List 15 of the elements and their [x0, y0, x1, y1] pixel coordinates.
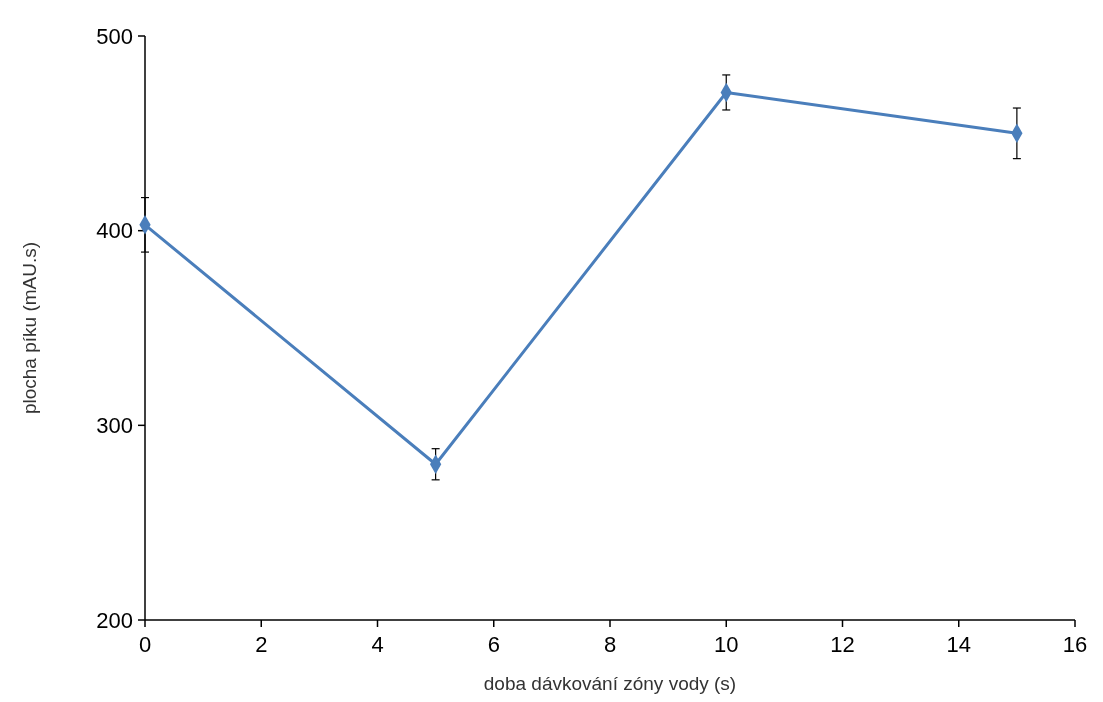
y-tick-label: 400 — [96, 218, 133, 244]
x-tick-label: 10 — [714, 632, 739, 657]
x-tick-label: 0 — [138, 632, 152, 657]
x-tick-label: 8 — [603, 632, 617, 657]
x-tick-label: 16 — [1062, 632, 1088, 657]
y-tick-label: 200 — [96, 607, 133, 633]
x-tick-label: 14 — [946, 632, 971, 657]
x-tick-label: 2 — [255, 632, 268, 657]
y-tick-label: 300 — [96, 413, 133, 439]
x-axis-title: doba dávkování zóny vody (s) — [483, 673, 737, 694]
y-axis-title: plocha píku (mAU.s) — [19, 241, 40, 415]
x-tick-label: 4 — [371, 632, 384, 657]
x-tick-label: 12 — [830, 632, 855, 657]
x-tick-label: 6 — [487, 632, 500, 657]
y-tick-label: 500 — [96, 23, 133, 49]
